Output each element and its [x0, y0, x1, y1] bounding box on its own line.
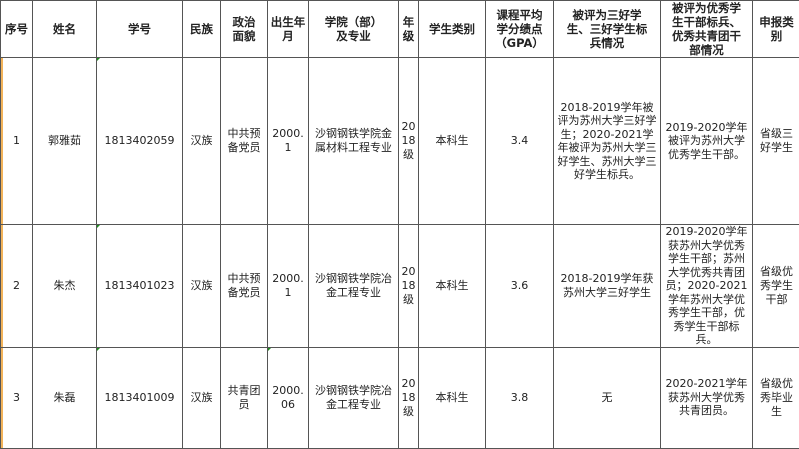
cell-gpa[interactable]: 3.8: [486, 347, 554, 448]
cell-student-id[interactable]: 1813401009: [97, 347, 183, 448]
cell-political[interactable]: 中共预备党员: [221, 225, 268, 348]
cell-cadre[interactable]: 2019-2020学年被评为苏州大学优秀学生干部。: [661, 58, 753, 225]
header-cell[interactable]: 姓名: [33, 1, 97, 58]
cell-no[interactable]: 3: [1, 347, 33, 448]
cell-student-id[interactable]: 1813402059: [97, 58, 183, 225]
cell-type[interactable]: 本科生: [419, 58, 486, 225]
cell-college[interactable]: 沙钢钢铁学院金属材料工程专业: [309, 58, 399, 225]
cell-gpa[interactable]: 3.6: [486, 225, 554, 348]
cell-grade[interactable]: 2018级: [399, 347, 419, 448]
cell-political[interactable]: 中共预备党员: [221, 58, 268, 225]
cell-cadre[interactable]: 2020-2021学年获苏州大学优秀共青团员。: [661, 347, 753, 448]
cell-student-id[interactable]: 1813401023: [97, 225, 183, 348]
cell-category[interactable]: 省级优秀毕业生: [753, 347, 799, 448]
cell-ethnicity[interactable]: 汉族: [183, 58, 221, 225]
cell-merit[interactable]: 无: [554, 347, 661, 448]
cell-type[interactable]: 本科生: [419, 347, 486, 448]
cell-grade[interactable]: 2018级: [399, 58, 419, 225]
table-row: 2 朱杰 1813401023 汉族 中共预备党员 2000.1 沙钢钢铁学院冶…: [1, 225, 799, 348]
cell-name[interactable]: 郭雅茹: [33, 58, 97, 225]
header-cell[interactable]: 民族: [183, 1, 221, 58]
cell-ethnicity[interactable]: 汉族: [183, 225, 221, 348]
header-cell[interactable]: 被评为优秀学生干部标兵、优秀共青团干部情况: [661, 1, 753, 58]
header-cell[interactable]: 课程平均学分绩点（GPA）: [486, 1, 554, 58]
cell-category[interactable]: 省级优秀学生干部: [753, 225, 799, 348]
cell-birth[interactable]: 2000.1: [268, 58, 309, 225]
header-row: 序号 姓名 学号 民族 政治面貌 出生年月 学院（部）及专业 年级 学生类别 课…: [1, 1, 799, 58]
header-cell[interactable]: 学院（部）及专业: [309, 1, 399, 58]
cell-name[interactable]: 朱杰: [33, 225, 97, 348]
cell-category[interactable]: 省级三好学生: [753, 58, 799, 225]
header-cell[interactable]: 被评为三好学生、三好学生标兵情况: [554, 1, 661, 58]
cell-merit[interactable]: 2018-2019学年被评为苏州大学三好学生；2020-2021学年被评为苏州大…: [554, 58, 661, 225]
cell-merit[interactable]: 2018-2019学年获苏州大学三好学生: [554, 225, 661, 348]
cell-ethnicity[interactable]: 汉族: [183, 347, 221, 448]
cell-name[interactable]: 朱磊: [33, 347, 97, 448]
cell-gpa[interactable]: 3.4: [486, 58, 554, 225]
cell-birth[interactable]: 2000.1: [268, 225, 309, 348]
cell-college[interactable]: 沙钢钢铁学院冶金工程专业: [309, 225, 399, 348]
header-cell[interactable]: 年级: [399, 1, 419, 58]
cell-no[interactable]: 2: [1, 225, 33, 348]
table-row: 1 郭雅茹 1813402059 汉族 中共预备党员 2000.1 沙钢钢铁学院…: [1, 58, 799, 225]
header-cell[interactable]: 序号: [1, 1, 33, 58]
header-cell[interactable]: 申报类别: [753, 1, 799, 58]
cell-no[interactable]: 1: [1, 58, 33, 225]
header-cell[interactable]: 出生年月: [268, 1, 309, 58]
header-cell[interactable]: 学生类别: [419, 1, 486, 58]
cell-college[interactable]: 沙钢钢铁学院冶金工程专业: [309, 347, 399, 448]
cell-cadre[interactable]: 2019-2020学年获苏州大学优秀学生干部；苏州大学优秀共青团员；2020-2…: [661, 225, 753, 348]
table-row: 3 朱磊 1813401009 汉族 共青团员 2000.06 沙钢钢铁学院冶金…: [1, 347, 799, 448]
cell-birth[interactable]: 2000.06: [268, 347, 309, 448]
cell-type[interactable]: 本科生: [419, 225, 486, 348]
header-cell[interactable]: 学号: [97, 1, 183, 58]
header-cell[interactable]: 政治面貌: [221, 1, 268, 58]
cell-political[interactable]: 共青团员: [221, 347, 268, 448]
cell-grade[interactable]: 2018级: [399, 225, 419, 348]
